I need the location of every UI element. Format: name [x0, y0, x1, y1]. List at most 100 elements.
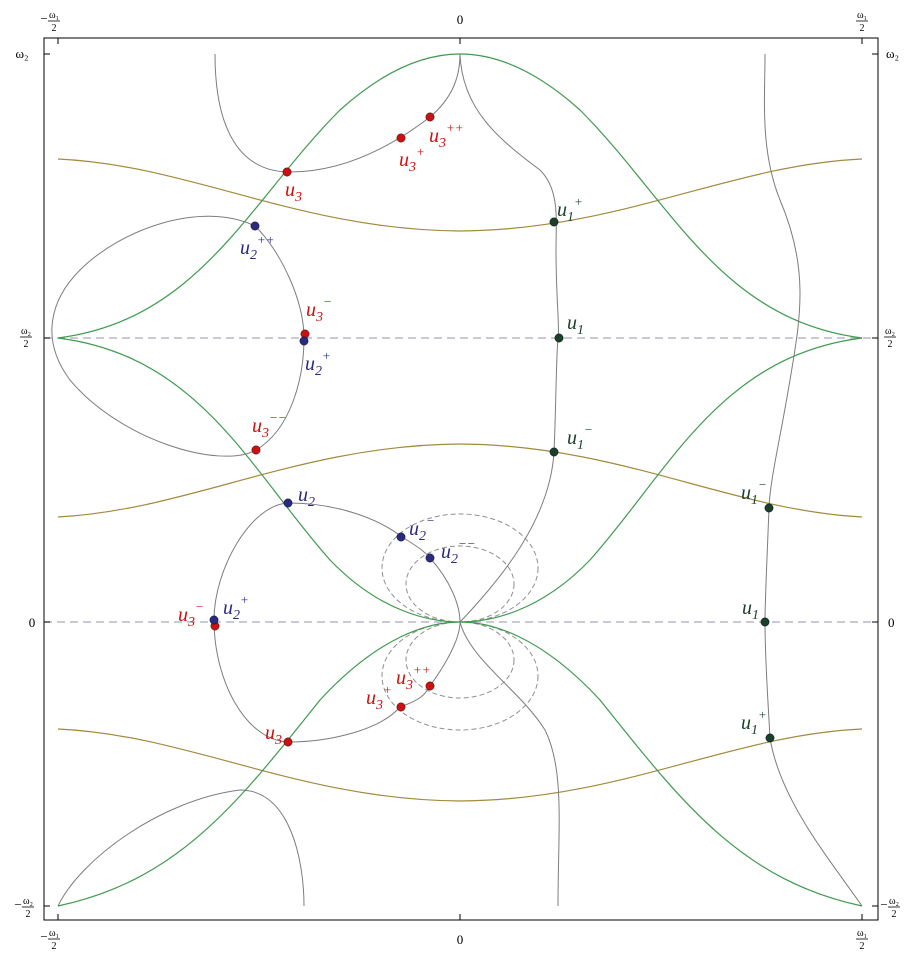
label-subscript: 2: [419, 529, 426, 544]
fraction-numerator: ω₂: [885, 326, 895, 337]
label-subscript: 2: [315, 364, 322, 379]
point-label-u3m-upper: u3−: [306, 294, 332, 325]
point-marker-u3p-top: [396, 133, 406, 143]
tick-label-left-mid: 0: [29, 615, 36, 630]
label-base: u: [567, 427, 577, 449]
minus-sign: −: [14, 897, 21, 912]
tick-label-left-top: ω₂: [15, 46, 28, 61]
point-marker-u2p-lower: [209, 615, 219, 625]
label-base: u: [567, 312, 577, 334]
label-base: u: [223, 597, 233, 619]
fraction-denominator: 2: [24, 339, 29, 350]
point-label-u3m-lower: u3−: [178, 599, 204, 630]
plot-frame: [43, 37, 879, 921]
fraction-numerator: ω₂: [21, 326, 31, 337]
fraction-denominator: 2: [52, 23, 57, 34]
fraction-numerator: ω₁: [857, 10, 867, 21]
tick-text: 0: [888, 615, 895, 630]
tick-label-right-mid: 0: [888, 615, 895, 630]
label-base: u: [252, 415, 262, 437]
label-superscript: −−: [269, 410, 287, 425]
point-label-u3p-top: u3+: [399, 144, 425, 175]
label-subscript: 2: [308, 495, 315, 510]
label-subscript: 3: [408, 160, 416, 175]
point-marker-u3pp-lower: [425, 681, 435, 691]
tick-label-right-top: ω₂: [886, 46, 899, 61]
label-subscript: 1: [751, 723, 758, 738]
label-base: u: [441, 541, 451, 563]
point-marker-u3pp-top: [425, 112, 435, 122]
point-label-u2pp-left: u2++: [240, 232, 275, 263]
fraction-denominator: 2: [860, 941, 865, 952]
tick-text: 0: [29, 615, 36, 630]
label-base: u: [366, 687, 376, 709]
label-superscript: −: [426, 513, 435, 528]
label-superscript: +: [383, 682, 392, 697]
label-superscript: +: [322, 348, 331, 363]
tick-label-left-upper: ω₂ 2: [20, 326, 32, 350]
label-base: u: [306, 299, 316, 321]
point-marker-u3-top: [282, 167, 292, 177]
fraction-denominator: 2: [860, 23, 865, 34]
tick-label-top-left: − ω₁ 2: [40, 10, 60, 34]
point-marker-u2-lower: [283, 498, 293, 508]
point-marker-u1p-upper: [549, 217, 559, 227]
label-base: u: [557, 199, 567, 221]
tick-marks: [44, 38, 878, 920]
label-superscript: +: [574, 194, 583, 209]
point-label-u1m-upper: u1−: [567, 422, 593, 453]
label-base: u: [741, 712, 751, 734]
label-base: u: [240, 237, 250, 259]
label-subscript: 1: [567, 210, 574, 225]
point-markers: [209, 112, 775, 747]
point-marker-u1-right: [760, 617, 770, 627]
label-subscript: 3: [261, 426, 269, 441]
fraction-numerator: ω₂: [889, 896, 899, 907]
label-superscript: −: [758, 477, 767, 492]
fraction-denominator: 2: [888, 339, 893, 350]
point-label-u3pp-top: u3++: [429, 120, 464, 151]
tick-text: ω₂: [886, 46, 899, 61]
label-base: u: [429, 125, 439, 147]
gold-curves: [57, 158, 863, 802]
label-subscript: 3: [405, 678, 413, 693]
point-marker-u3p-lower: [396, 702, 406, 712]
label-superscript: ++: [257, 232, 275, 247]
label-base: u: [265, 722, 275, 744]
label-base: u: [285, 179, 295, 201]
minus-sign: −: [880, 897, 887, 912]
label-subscript: 1: [577, 323, 584, 338]
green-curves: [57, 53, 863, 907]
tick-text: 0: [457, 932, 464, 947]
point-label-u3mm-upper: u3−−: [252, 410, 287, 441]
point-label-u1p-right: u1+: [741, 707, 767, 738]
point-marker-u1m-right: [764, 503, 774, 513]
label-subscript: 1: [752, 608, 759, 623]
point-label-u2mm-lower: u2−−: [441, 536, 476, 567]
fraction-numerator: ω₂: [23, 896, 33, 907]
tick-text: ω₂: [15, 46, 28, 61]
label-superscript: −: [195, 599, 204, 614]
fraction-numerator: ω₁: [49, 10, 59, 21]
tick-label-right-upper: ω₂ 2: [884, 326, 896, 350]
tick-label-right-bottom: − ω₂ 2: [880, 896, 900, 920]
tick-label-bottom-left: − ω₁ 2: [40, 928, 60, 952]
point-label-u3-lower: u3: [265, 722, 282, 748]
label-base: u: [399, 149, 409, 171]
label-superscript: +: [416, 144, 425, 159]
point-marker-u2mm-lower: [425, 553, 435, 563]
label-subscript: 2: [233, 608, 240, 623]
point-label-u2p-lower: u2+: [223, 592, 249, 623]
point-label-u3pp-lower: u3++: [396, 662, 431, 693]
label-superscript: +: [240, 592, 249, 607]
label-base: u: [741, 482, 751, 504]
label-subscript: 3: [315, 310, 323, 325]
point-marker-u2p-upper: [299, 336, 309, 346]
label-superscript: −−: [458, 536, 476, 551]
label-subscript: 3: [187, 615, 195, 630]
tick-label-top-mid: 0: [457, 12, 464, 27]
point-marker-u1p-right: [765, 733, 775, 743]
tick-label-bottom-mid: 0: [457, 932, 464, 947]
